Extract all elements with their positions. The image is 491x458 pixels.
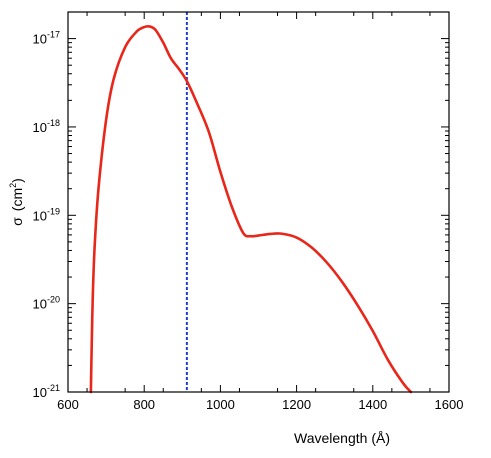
x-tick-label: 600 [57,397,79,412]
y-axis-label: σ (cm2) [8,178,25,226]
x-tick-label: 1600 [435,397,464,412]
y-tick-label: 10-18 [33,118,60,135]
tick-labels: 600 800 1000 1200 1400 1600 10-21 10-20 10-19 10-… [33,30,464,412]
x-tick-label: 1000 [206,397,235,412]
y-axis-open-paren: ( [9,206,25,211]
x-tick-label: 1400 [358,397,387,412]
x-axis-label: Wavelength (Å) [294,430,390,446]
y-tick-label: 10-17 [33,30,60,47]
y-axis-symbol: σ [9,217,25,226]
y-tick-label: 10-21 [33,383,60,400]
plot-area [89,12,413,394]
y-axis-close-paren: ) [9,178,25,183]
x-tick-label: 800 [133,397,155,412]
y-axis-unit-power: 2 [8,183,18,188]
y-tick-label: 10-20 [33,295,60,312]
y-tick-label: 10-19 [33,206,60,223]
plot-frame [67,11,450,393]
series-line [89,24,413,394]
axis-ticks [67,11,450,393]
x-tick-label: 1200 [282,397,311,412]
y-axis-unit: cm [9,188,25,207]
